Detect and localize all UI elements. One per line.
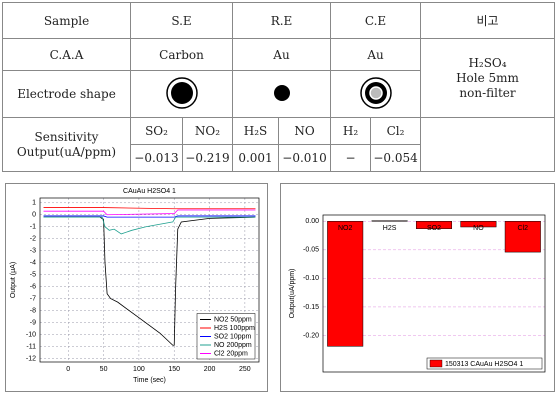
cell: Sensitivity Output(uA/ppm)	[2, 117, 131, 172]
gas: Cl₂	[370, 117, 422, 145]
cell: Carbon	[130, 38, 233, 71]
y-tick-label: 0	[32, 212, 36, 219]
gas: H₂S	[232, 117, 279, 145]
value: −	[330, 144, 372, 172]
x-axis-label: Time (sec)	[133, 377, 166, 384]
bar	[460, 221, 497, 228]
legend-label: SO2 10ppm	[214, 333, 252, 340]
y-tick-label: -0.10	[303, 275, 319, 282]
electrode-icon	[273, 84, 290, 101]
label: Sensitivity	[34, 129, 99, 144]
header-cell: Sample	[2, 2, 131, 39]
note: Hole 5mm	[456, 70, 519, 85]
spec-table: Sample S.E R.E C.E 비고 C.A.A Carbon Au Au…	[2, 2, 555, 172]
y-tick-label: -11	[26, 343, 36, 350]
gas: NO₂	[182, 117, 233, 145]
y-tick-label: -0.05	[303, 247, 319, 254]
x-tick-label: NO	[473, 225, 484, 232]
legend-swatch	[429, 359, 443, 368]
y-tick-label: -12	[26, 355, 36, 362]
note-cell: H₂SO₄ Hole 5mm non-filter	[420, 38, 555, 118]
electrode-icon	[359, 76, 392, 109]
x-tick-label: 150	[168, 366, 180, 373]
electrode-cell	[330, 70, 422, 118]
plot-frame	[322, 214, 546, 373]
legend-label: NO2 50ppm	[214, 316, 252, 323]
x-tick-label: 250	[239, 366, 251, 373]
legend-label: Cl2 20ppm	[214, 350, 248, 357]
y-axis-label: Output (μA)	[10, 262, 17, 298]
header-cell: R.E	[231, 2, 332, 39]
gas: H₂	[330, 117, 372, 145]
note: H₂SO₄	[468, 55, 507, 70]
header-cell: C.E	[330, 2, 422, 39]
bar	[504, 221, 541, 253]
y-tick-label: 0.00	[305, 218, 319, 225]
y-axis-label: Output(uA/ppm)	[289, 269, 296, 319]
value: 0.001	[232, 144, 279, 172]
legend-label: NO 200ppm	[214, 342, 252, 349]
y-tick-label: -0.20	[303, 332, 319, 339]
y-tick-label: -3	[30, 248, 36, 255]
x-tick-label: H2S	[383, 225, 397, 232]
gas: SO₂	[130, 117, 183, 145]
bar	[415, 221, 453, 229]
data-line	[43, 207, 256, 210]
legend-label: 150313 CAuAu H2SO4 1	[445, 361, 523, 368]
electrode-cell	[231, 70, 332, 118]
gas: NO	[277, 117, 332, 145]
y-tick-label: -6	[30, 283, 36, 290]
y-tick-label: -0.15	[303, 304, 319, 311]
legend-label: H2S 100ppm	[214, 325, 255, 332]
line-chart: CAuAu H2SO4 1 1 0 -1 -2 -3 -4 -5 -6 -7 -8 -9 -10 -11 -…	[5, 183, 268, 392]
value: −0.219	[182, 144, 233, 172]
y-tick-label: -9	[30, 319, 36, 326]
y-tick-label: -5	[30, 271, 36, 278]
y-tick-label: -1	[30, 224, 36, 231]
x-tick-label: SO2	[427, 225, 441, 232]
electrode-cell	[130, 70, 233, 118]
y-tick-label: -8	[30, 307, 36, 314]
header-cell: S.E	[130, 2, 233, 39]
data-line	[43, 209, 256, 216]
value: −0.010	[277, 144, 332, 172]
bar-chart: 0.00 -0.05 -0.10 -0.15 -0.20 Output(uA/ppm) NO…	[280, 183, 555, 392]
data-line	[43, 216, 256, 346]
y-tick-label: -7	[30, 295, 36, 302]
note: non-filter	[459, 85, 516, 100]
data-line	[43, 216, 256, 235]
cell	[420, 117, 555, 172]
chart-title: CAuAu H2SO4 1	[123, 188, 176, 195]
y-tick-label: -2	[30, 236, 36, 243]
value: −0.013	[130, 144, 183, 172]
bar	[327, 221, 364, 347]
electrode-icon	[165, 76, 198, 109]
x-tick-label: 200	[204, 366, 216, 373]
y-tick-label: -10	[26, 331, 36, 338]
x-tick-label: 50	[100, 366, 108, 373]
cell: Electrode shape	[2, 70, 131, 118]
y-tick-label: 1	[32, 200, 36, 207]
x-tick-label: 0	[66, 366, 70, 373]
x-tick-label: 100	[133, 366, 145, 373]
cell: Au	[231, 38, 332, 71]
value: −0.054	[370, 144, 422, 172]
cell: Au	[330, 38, 422, 71]
y-tick-label: -4	[30, 259, 36, 266]
x-tick-label: Cl2	[518, 225, 529, 232]
plot-frame	[39, 197, 260, 363]
bar	[371, 220, 408, 222]
legend-box	[426, 357, 543, 370]
x-tick-label: NO2	[338, 225, 353, 232]
label: Output(uA/ppm)	[16, 144, 117, 159]
header-cell: 비고	[420, 2, 555, 39]
data-line	[43, 215, 256, 218]
cell: C.A.A	[2, 38, 131, 71]
